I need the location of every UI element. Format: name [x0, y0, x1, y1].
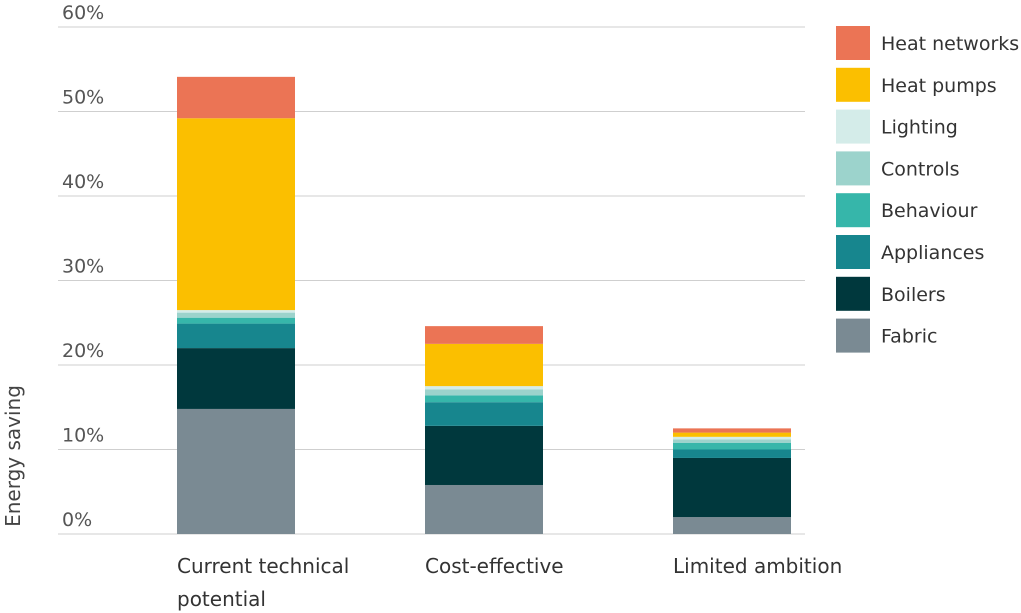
legend-swatch — [836, 276, 870, 311]
bar-segment-fabric — [673, 517, 791, 534]
y-tick-label: 50% — [62, 87, 104, 109]
legend-label: Heat pumps — [881, 75, 997, 97]
y-tick-label: 10% — [62, 425, 104, 447]
bar-segment-lighting — [425, 386, 543, 390]
legend-swatch — [836, 67, 870, 102]
bar-segment-controls — [673, 439, 791, 443]
legend-label: Behaviour — [881, 200, 978, 222]
bar-segment-appliances — [425, 402, 543, 426]
bar-segment-appliances — [177, 323, 295, 349]
y-axis-ticks: 0% 10% 20% 30% 40% 50% 60% — [62, 2, 104, 531]
bar-segment-heat-networks — [425, 326, 543, 344]
y-axis-title: Energy saving — [1, 385, 25, 527]
bars — [177, 76, 791, 534]
x-category-label: Cost-effective — [425, 554, 564, 578]
legend-label: Controls — [881, 158, 960, 180]
bar-segment-lighting — [673, 436, 791, 440]
bar-segment-boilers — [177, 348, 295, 409]
x-axis-labels: Current technical potential Cost-effective… — [177, 554, 842, 611]
y-tick-label: 40% — [62, 171, 104, 193]
legend-label: Fabric — [881, 326, 937, 348]
y-tick-label: 20% — [62, 340, 104, 362]
legend-swatch — [836, 193, 870, 228]
x-category-label: potential — [177, 587, 266, 611]
bar-segment-fabric — [425, 484, 543, 534]
legend-label: Appliances — [881, 242, 984, 264]
bar-segment-behaviour — [425, 395, 543, 403]
legend-label: Heat networks — [881, 33, 1019, 55]
bar-segment-controls — [177, 312, 295, 318]
bar-segment-heat-pumps — [177, 118, 295, 311]
bar-segment-heat-networks — [673, 428, 791, 433]
bar-segment-fabric — [177, 408, 295, 534]
legend-swatch — [836, 26, 870, 60]
legend-label: Boilers — [881, 284, 946, 306]
x-category-label: Current technical — [177, 554, 349, 578]
legend-swatch — [836, 235, 870, 269]
bar-segment-boilers — [425, 425, 543, 485]
legend: Heat networks Heat pumps Lighting Controls B… — [836, 26, 1019, 353]
x-category-label: Limited ambition — [673, 554, 842, 578]
legend-label: Lighting — [881, 117, 958, 139]
legend-swatch — [836, 109, 870, 144]
bar-segment-heat-networks — [177, 76, 295, 119]
legend-swatch — [836, 318, 870, 353]
y-tick-label: 0% — [62, 509, 92, 531]
legend-swatch — [836, 151, 870, 186]
bar-segment-heat-pumps — [425, 343, 543, 387]
bar-segment-heat-pumps — [673, 432, 791, 437]
bar-segment-lighting — [177, 310, 295, 313]
bar-segment-appliances — [673, 449, 791, 458]
y-tick-label: 30% — [62, 256, 104, 278]
bar-segment-controls — [425, 389, 543, 396]
bar-segment-behaviour — [177, 317, 295, 324]
bar-segment-boilers — [673, 457, 791, 518]
y-tick-label: 60% — [62, 2, 104, 24]
bar-segment-behaviour — [673, 442, 791, 450]
